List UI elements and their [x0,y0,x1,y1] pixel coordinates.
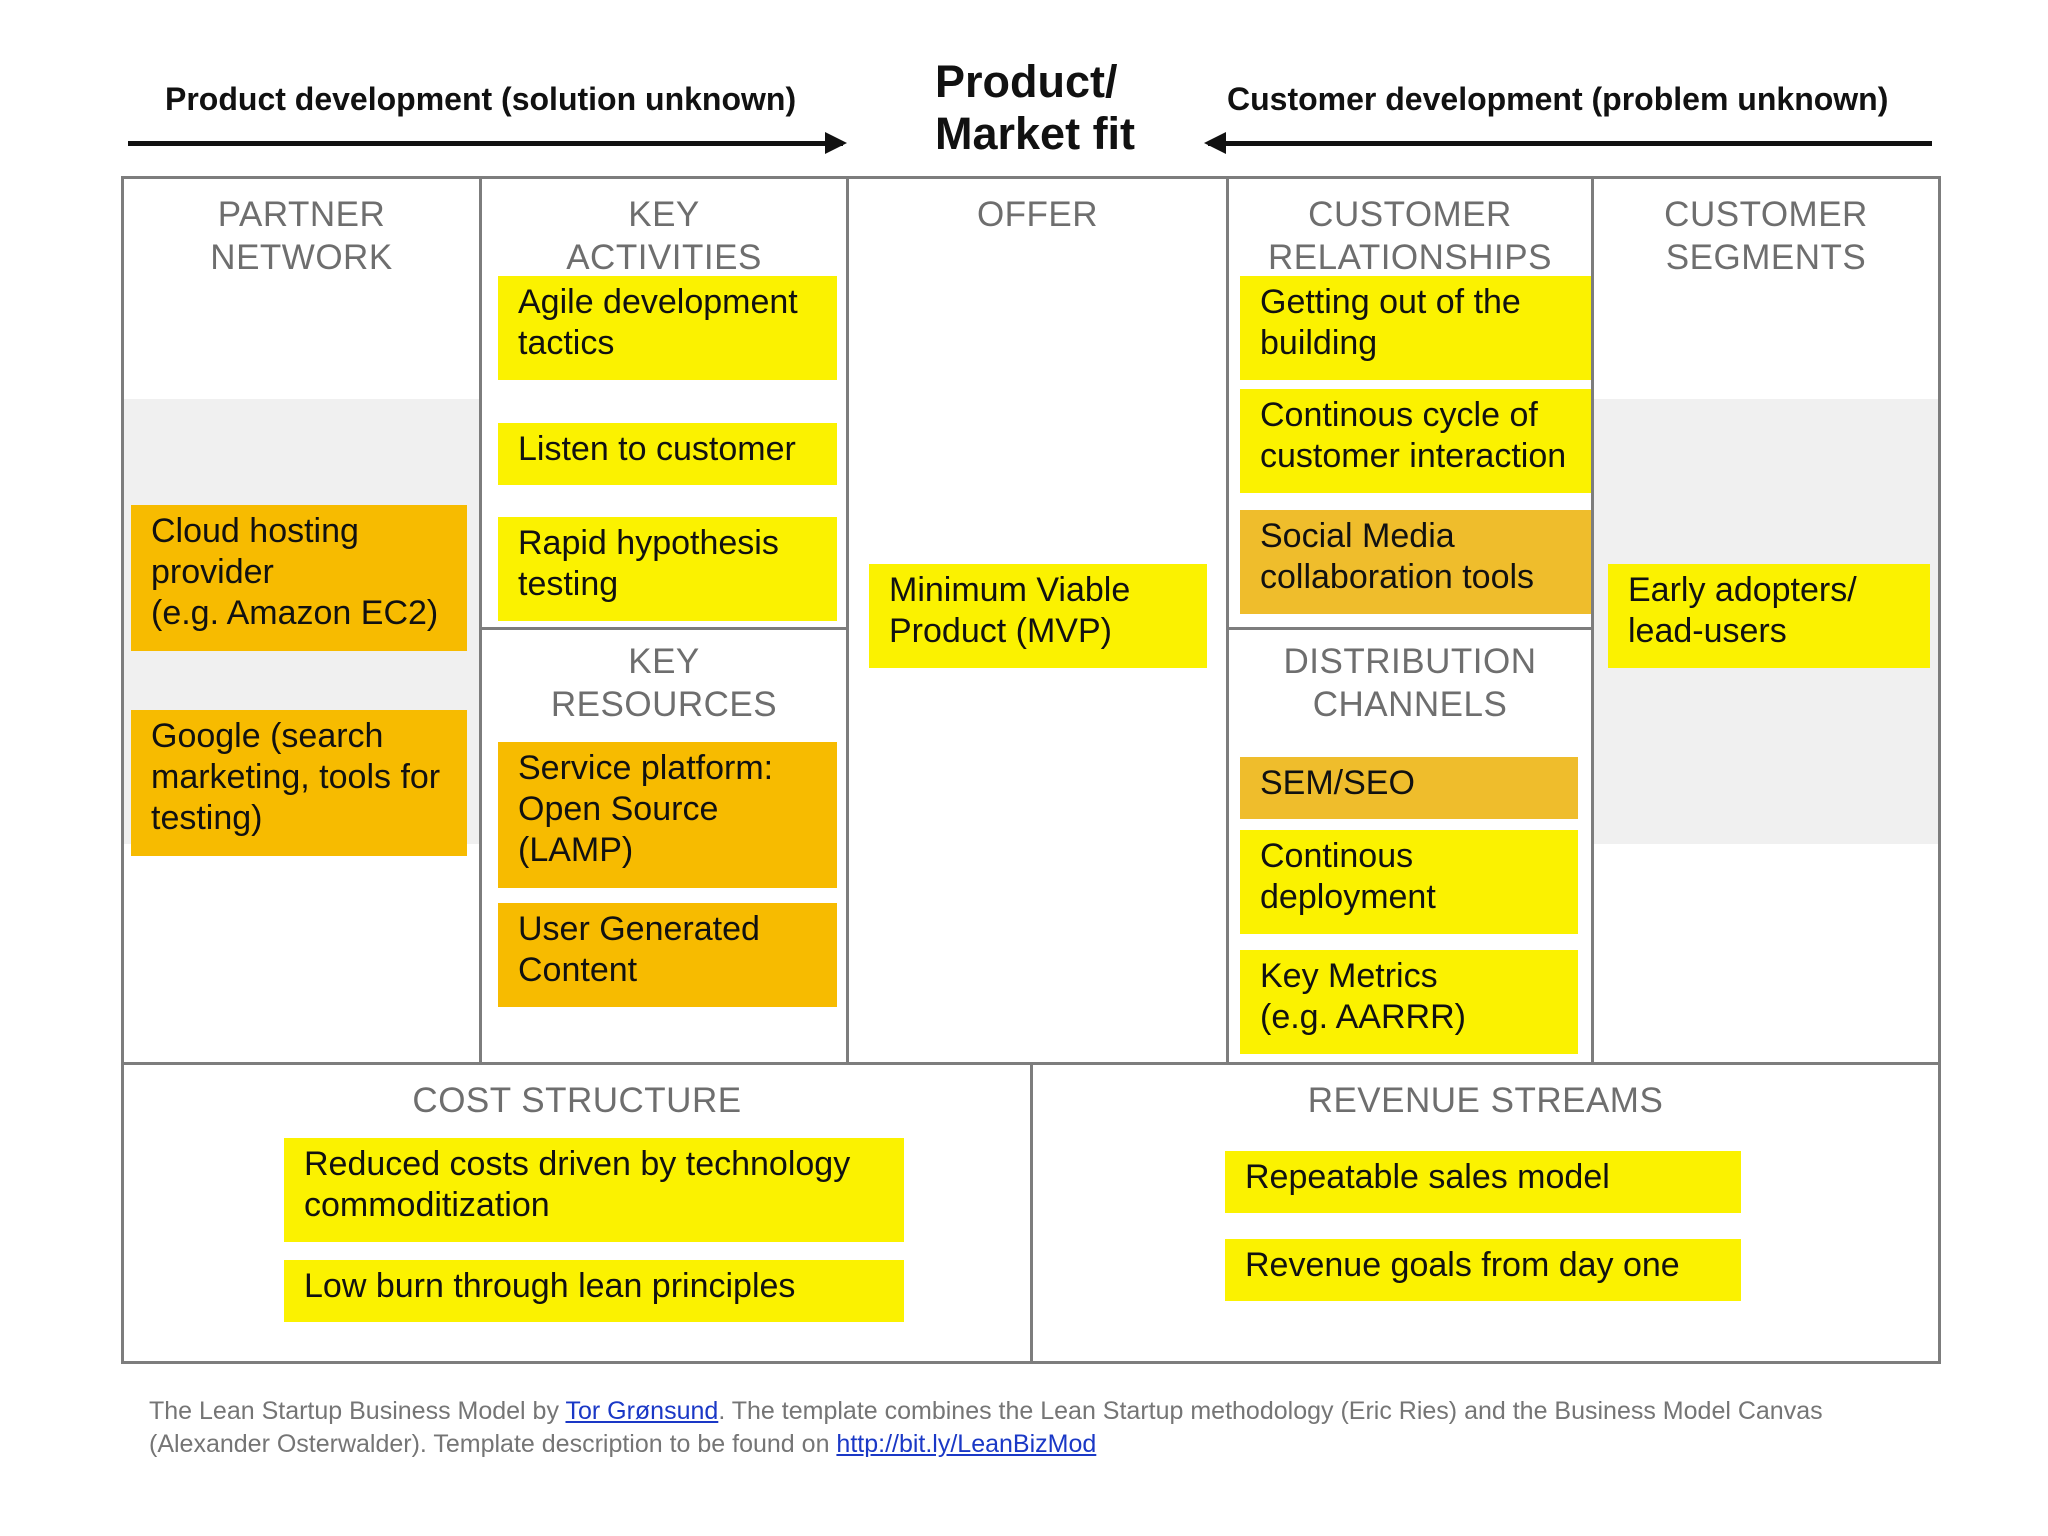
title-line: CHANNELS [1312,685,1508,724]
customer-development-arrow [1204,132,1932,154]
sticky-note: Agile development tactics [498,276,837,380]
customer-development-label: Customer development (problem unknown) [1227,81,1889,117]
offer-title: OFFER [849,193,1226,236]
title-line: NETWORK [210,238,393,277]
sticky-note: Minimum Viable Product (MVP) [869,564,1207,668]
sticky-note: Early adopters/ lead-users [1608,564,1930,668]
sticky-note: SEM/SEO [1240,757,1578,819]
title-line: RESOURCES [550,685,778,724]
pmf-line2: Market fit [935,108,1136,159]
title-line: CUSTOMER [1308,195,1512,234]
sticky-note: Google (search marketing, tools for test… [131,710,467,856]
key-resources-title: KEY RESOURCES [482,640,846,726]
sticky-note: Cloud hosting provider (e.g. Amazon EC2) [131,505,467,651]
sticky-note: User Generated Content [498,903,837,1007]
arrow-left-icon [1204,132,1226,154]
title-line: RELATIONSHIPS [1268,238,1552,277]
offer-block: OFFER Minimum Viable Product (MVP) [846,176,1229,1065]
sticky-note: Service platform: Open Source (LAMP) [498,742,837,888]
title-line: OFFER [976,195,1099,234]
sticky-note: Social Media collaboration tools [1240,510,1591,614]
revenue-streams-title: REVENUE STREAMS [1033,1079,1938,1122]
title-line: KEY [628,195,700,234]
footer-text: . The template combines the Lean Startup… [149,1397,1823,1458]
title-line: REVENUE STREAMS [1307,1081,1664,1120]
title-line: ACTIVITIES [566,238,762,277]
key-activities-title: KEY ACTIVITIES [482,193,846,279]
distribution-channels-title: DISTRIBUTION CHANNELS [1229,640,1591,726]
sticky-note: Reduced costs driven by technology commo… [284,1138,904,1242]
partner-network-block: PARTNER NETWORK Cloud hosting provider (… [121,176,482,1065]
title-line: PARTNER [217,195,386,234]
revenue-streams-block: REVENUE STREAMS Repeatable sales model R… [1030,1062,1941,1364]
customer-relationships-block: CUSTOMER RELATIONSHIPS Getting out of th… [1226,176,1594,630]
template-description-link[interactable]: http://bit.ly/LeanBizMod [836,1430,1097,1458]
customer-relationships-title: CUSTOMER RELATIONSHIPS [1229,193,1591,279]
title-line: KEY [628,642,700,681]
product-market-fit-title: Product/ Market fit [935,56,1135,160]
customer-segments-block: CUSTOMER SEGMENTS Early adopters/ lead-u… [1591,176,1941,1065]
footer-caption: The Lean Startup Business Model by Tor G… [149,1395,1909,1461]
distribution-channels-block: DISTRIBUTION CHANNELS SEM/SEO Continous … [1226,627,1594,1065]
sticky-note: Low burn through lean principles [284,1260,904,1322]
author-link[interactable]: Tor Grønsund [565,1397,719,1425]
sticky-note: Revenue goals from day one [1225,1239,1741,1301]
product-development-label: Product development (solution unknown) [165,81,797,117]
cost-structure-block: COST STRUCTURE Reduced costs driven by t… [121,1062,1033,1364]
sticky-note: Continous cycle of customer interaction [1240,389,1591,493]
title-line: SEGMENTS [1665,238,1867,277]
key-resources-block: KEY RESOURCES Service platform: Open Sou… [479,627,849,1065]
sticky-note: Key Metrics (e.g. AARRR) [1240,950,1578,1054]
partner-network-title: PARTNER NETWORK [124,193,479,279]
product-development-arrow [128,132,847,154]
arrow-right-icon [825,132,847,154]
customer-segments-title: CUSTOMER SEGMENTS [1594,193,1938,279]
sticky-note: Getting out of the building [1240,276,1591,380]
title-line: COST STRUCTURE [412,1081,742,1120]
sticky-note: Repeatable sales model [1225,1151,1741,1213]
cost-structure-title: COST STRUCTURE [124,1079,1030,1122]
key-activities-block: KEY ACTIVITIES Agile development tactics… [479,176,849,630]
sticky-note: Continous deployment [1240,830,1578,934]
sticky-note: Listen to customer [498,423,837,485]
footer-text: The Lean Startup Business Model by [149,1397,566,1425]
pmf-line1: Product/ [935,56,1118,107]
title-line: CUSTOMER [1664,195,1868,234]
title-line: DISTRIBUTION [1283,642,1537,681]
sticky-note: Rapid hypothesis testing [498,517,837,621]
